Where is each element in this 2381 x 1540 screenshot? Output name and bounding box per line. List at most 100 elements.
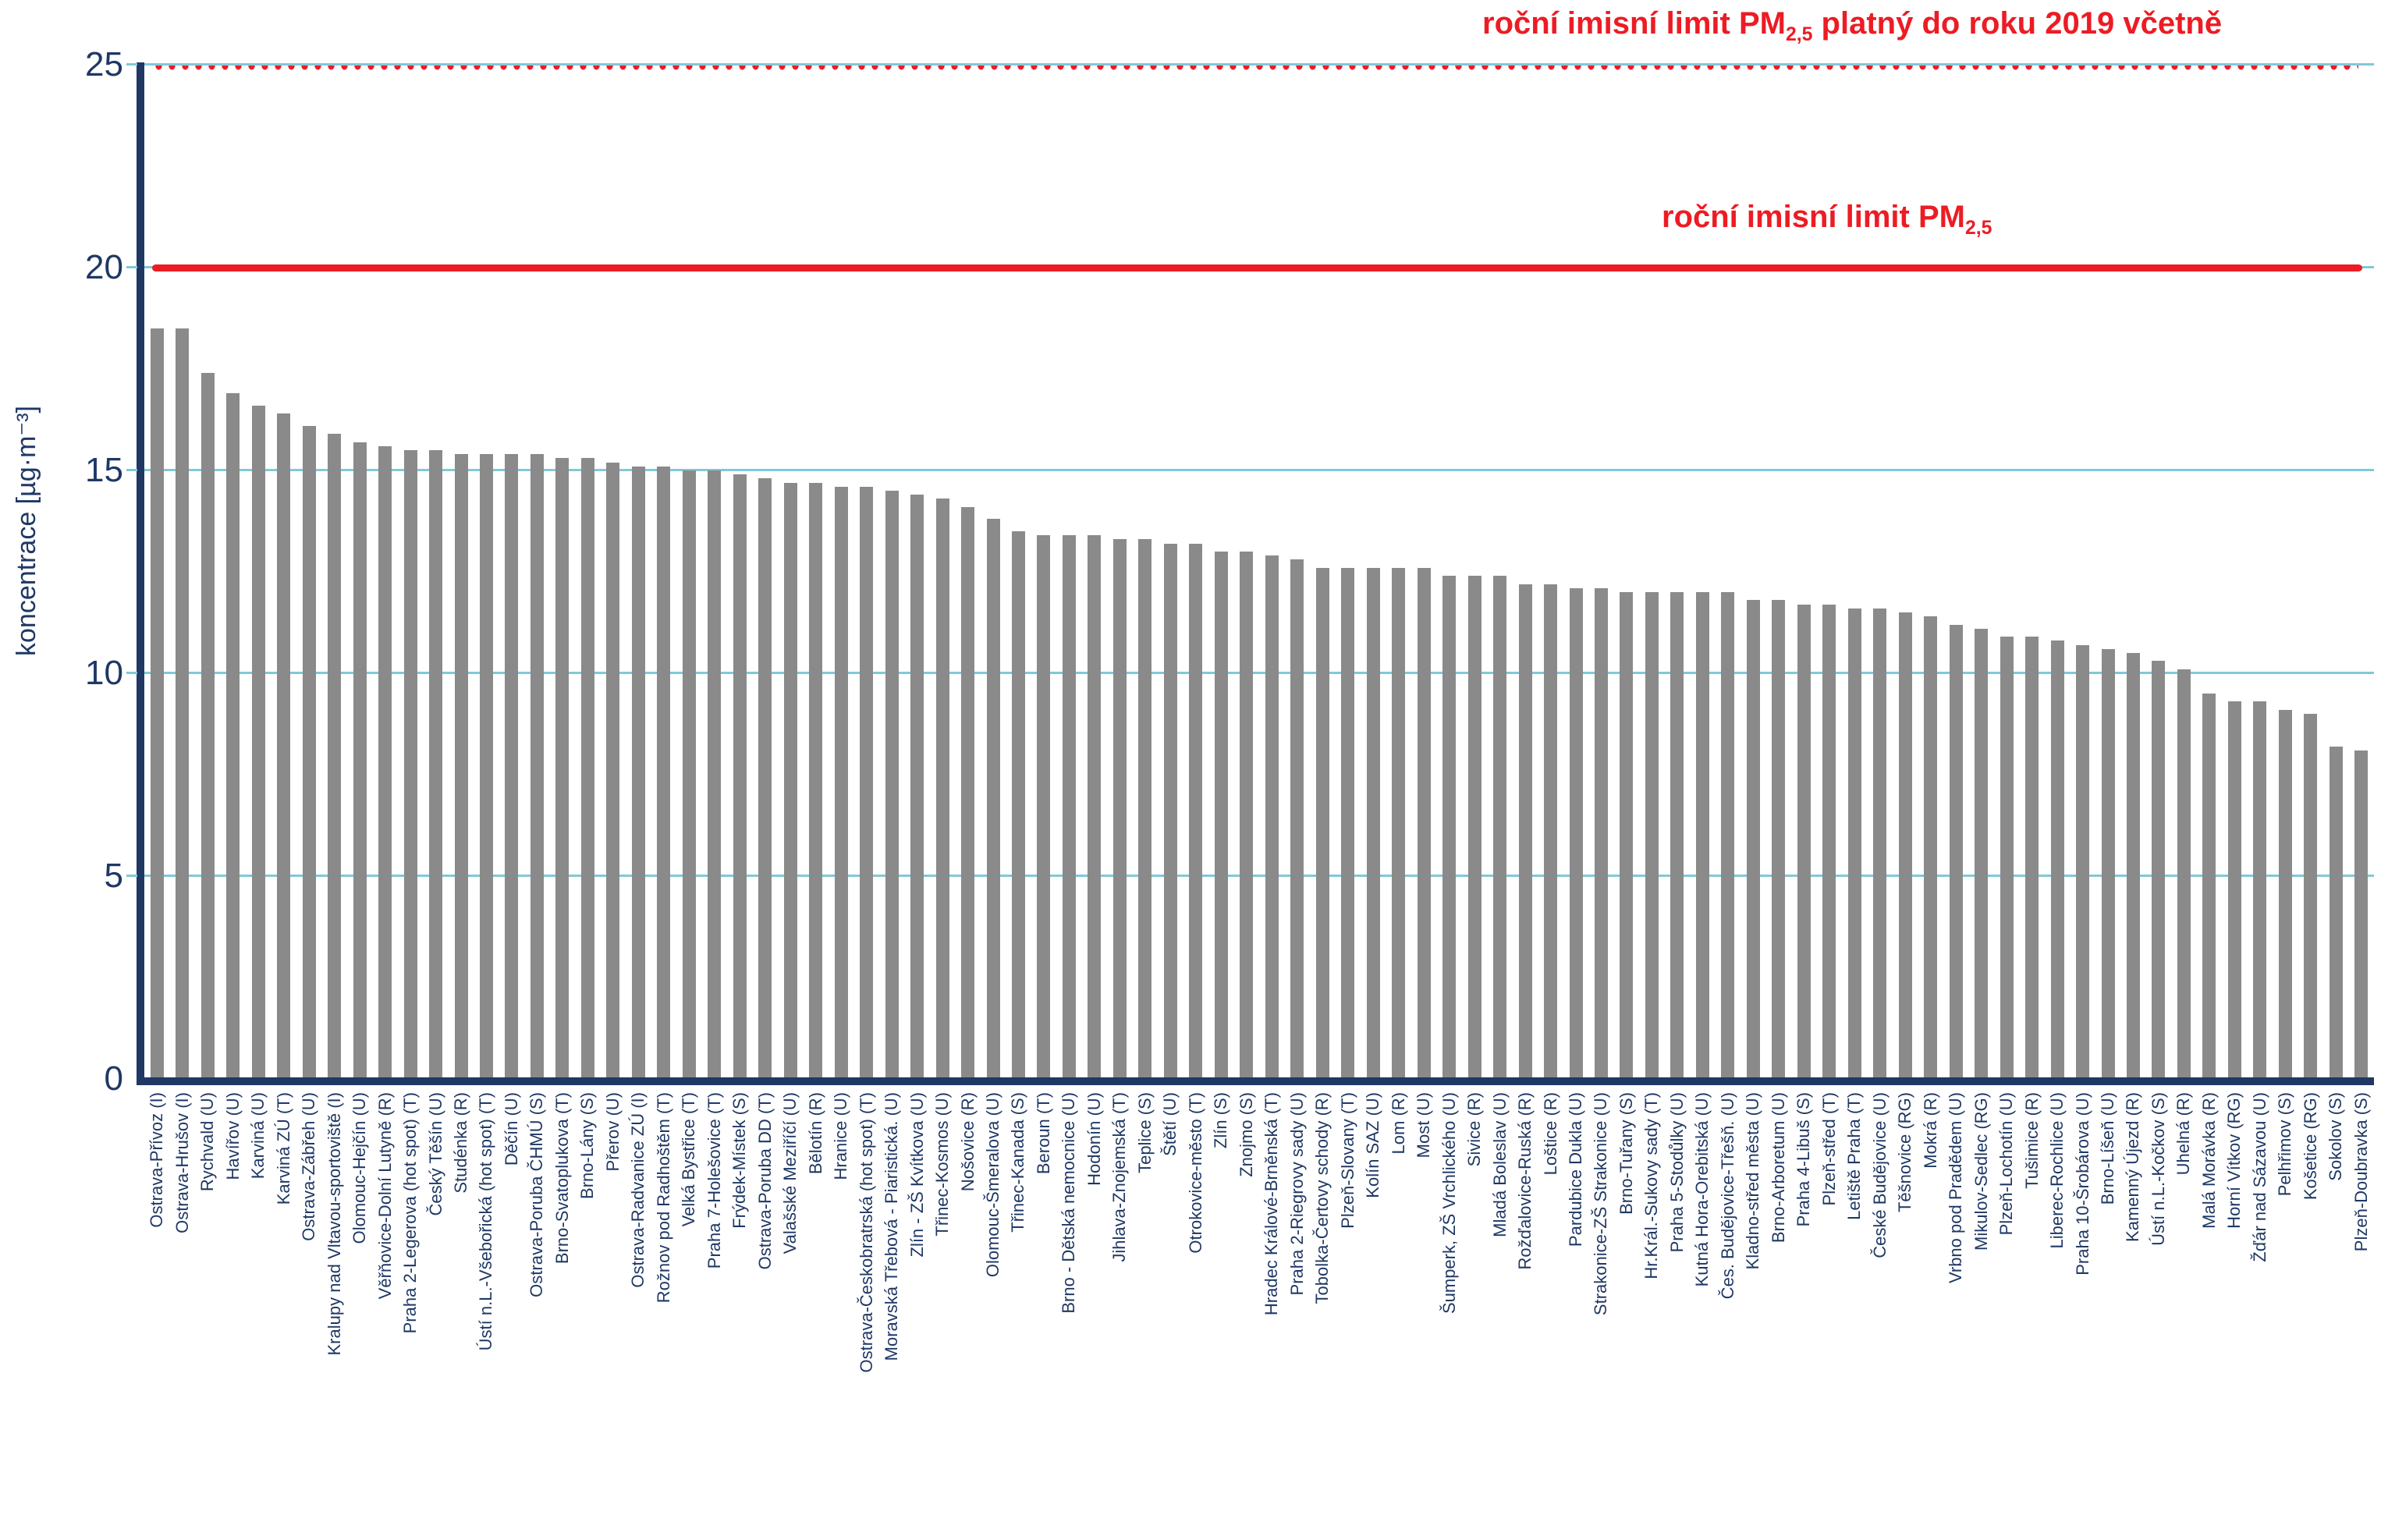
x-label-slot: Ústí n.L.-Kočkov (S) (2146, 1092, 2172, 1529)
x-label-slot: Plzeň-Doubravka (S) (2349, 1092, 2375, 1529)
bar (2025, 637, 2039, 1079)
x-label-slot: Věřňovice-Dolní Lutyně (R) (372, 1092, 398, 1529)
bar (758, 478, 772, 1079)
bar (328, 434, 342, 1079)
bar (1670, 592, 1684, 1079)
x-axis-label: Mikulov-Sedlec (RG) (1971, 1092, 1991, 1251)
x-label-slot: Teplice (S) (1133, 1092, 1159, 1529)
x-label-slot: Mikulov-Sedlec (RG) (1968, 1092, 1994, 1529)
bar (1138, 539, 1152, 1079)
x-axis-label: Ostrava-Zábřeh (U) (299, 1092, 319, 1241)
x-axis-label: Český Těšín (U) (425, 1092, 445, 1216)
bar (353, 442, 367, 1079)
x-label-slot: Beroun (T) (1031, 1092, 1057, 1529)
x-axis-label: Hodonín (U) (1084, 1092, 1104, 1186)
x-axis-label: Zlín - ZŠ Kvítkova (U) (907, 1092, 927, 1258)
x-axis-label: Plzeň-Doubravka (S) (2351, 1092, 2371, 1252)
x-label-slot: Strakonice-ZŠ Strakonice (U) (1588, 1092, 1614, 1529)
x-label-slot: Třinec-Kosmos (U) (930, 1092, 956, 1529)
bar (2354, 750, 2369, 1079)
x-axis-label: Praha 7-Holešovice (T) (704, 1092, 724, 1269)
x-axis-label: Most (U) (1414, 1092, 1434, 1159)
x-axis-label: Praha 5-Stodůlky (U) (1666, 1092, 1687, 1253)
x-axis-label: Vrbno pod Pradědem (U) (1946, 1092, 1966, 1283)
x-label-slot: Rychvald (U) (195, 1092, 221, 1529)
bar (809, 483, 823, 1079)
x-axis-label: Těšnovice (RG) (1895, 1092, 1915, 1213)
bar (1366, 568, 1380, 1079)
x-axis-label: Ostrava-Poruba ČHMÚ (S) (527, 1092, 547, 1297)
x-axis-label: Sivice (R) (1464, 1092, 1485, 1167)
x-axis-label: Mladá Boleslav (U) (1489, 1092, 1510, 1237)
x-label-slot: Ústí n.L.-Všebořická (hot spot) (T) (474, 1092, 499, 1529)
x-label-slot: Hr.Král.-Sukovy sady (T) (1639, 1092, 1665, 1529)
bar (1544, 584, 1557, 1079)
x-axis-label: Ústí n.L.-Všebořická (hot spot) (T) (476, 1092, 496, 1351)
x-axis-label: Znojmo (S) (1236, 1092, 1256, 1177)
x-axis-label: Brno - Dětská nemocnice (U) (1059, 1092, 1079, 1314)
bar (1012, 531, 1025, 1079)
x-label-slot: Přerov (U) (601, 1092, 626, 1529)
x-label-slot: Kralupy nad Vltavou-sportoviště (I) (321, 1092, 347, 1529)
x-label-slot: Ostrava-Hrušov (I) (170, 1092, 196, 1529)
x-axis-label: Teplice (S) (1134, 1092, 1155, 1173)
x-label-slot: Most (U) (1411, 1092, 1437, 1529)
bar (2076, 645, 2089, 1079)
bar (251, 406, 265, 1079)
x-label-slot: Plzeň-Slovany (T) (1335, 1092, 1361, 1529)
x-label-slot: Praha 10-Šrobárova (U) (2070, 1092, 2095, 1529)
x-axis-label: Havířov (U) (222, 1092, 243, 1180)
x-label-slot: Plzeň-střed (T) (1817, 1092, 1843, 1529)
x-label-slot: Štětí (U) (1158, 1092, 1183, 1529)
x-axis-label: Pardubice Dukla (U) (1565, 1092, 1585, 1247)
bar (2050, 640, 2064, 1079)
x-axis-label: Ostrava-Poruba DD (T) (754, 1092, 775, 1270)
bar (2227, 701, 2241, 1079)
gridline (144, 875, 2374, 877)
x-axis-label: Beroun (T) (1033, 1092, 1053, 1175)
bar (505, 454, 519, 1079)
bar (378, 446, 392, 1079)
x-axis-label: Kolín SAZ (U) (1363, 1092, 1383, 1198)
bar (2152, 661, 2166, 1079)
bar (1493, 576, 1506, 1079)
bar (200, 373, 215, 1079)
x-label-slot: Brno-Tuřany (S) (1614, 1092, 1640, 1529)
bar (1163, 544, 1177, 1079)
x-label-slot: Kladno-střed města (U) (1741, 1092, 1766, 1529)
x-label-slot: Ostrava-Zábřeh (U) (296, 1092, 322, 1529)
bar (1417, 568, 1431, 1079)
y-tick-mark (126, 266, 137, 268)
bar (708, 470, 722, 1079)
x-label-slot: Havířov (U) (220, 1092, 246, 1529)
y-tick-mark (126, 469, 137, 471)
x-axis-label: Sokolov (S) (2326, 1092, 2346, 1181)
x-axis-label: Moravská Třebová - Piaristická. (U) (882, 1092, 902, 1361)
bar (479, 454, 493, 1079)
x-axis-label: Rožnov pod Radhoštěm (T) (653, 1092, 673, 1304)
x-label-slot: Malá Morávka (R) (2197, 1092, 2223, 1529)
bar (1873, 609, 1887, 1079)
x-label-slot: Ostrava-Poruba DD (T) (753, 1092, 779, 1529)
gridline (144, 63, 2374, 66)
x-axis-label: Studénka (R) (450, 1092, 470, 1194)
bar (885, 491, 899, 1079)
x-label-slot: Jihlava-Znojemská (T) (1107, 1092, 1133, 1529)
x-label-slot: Olomouc-Hejčín (U) (347, 1092, 373, 1529)
x-label-slot: Otrokovice-město (T) (1183, 1092, 1209, 1529)
x-label-slot: Praha 7-Holešovice (T) (702, 1092, 728, 1529)
bar (834, 487, 848, 1079)
x-axis-label: Karviná ZÚ (T) (273, 1092, 293, 1205)
x-axis-label: Jihlava-Znojemská (T) (1109, 1092, 1130, 1262)
bar (1645, 592, 1659, 1079)
x-axis-label: Kralupy nad Vltavou-sportoviště (I) (324, 1092, 344, 1356)
x-axis-label: Kutná Hora-Orebitská (U) (1692, 1092, 1712, 1287)
x-axis-label: Otrokovice-město (T) (1185, 1092, 1205, 1254)
x-axis-label: Strakonice-ZŠ Strakonice (U) (1591, 1092, 1611, 1316)
x-axis-label: Brno-Svatoplukova (T) (552, 1092, 572, 1265)
bar (2127, 653, 2140, 1079)
x-axis-label: Zlín (S) (1211, 1092, 1231, 1149)
bar (2253, 701, 2267, 1079)
limit-label-2019: roční imisní limit PM2,5 platný do roku … (1482, 6, 2223, 45)
bar (1975, 629, 1989, 1079)
